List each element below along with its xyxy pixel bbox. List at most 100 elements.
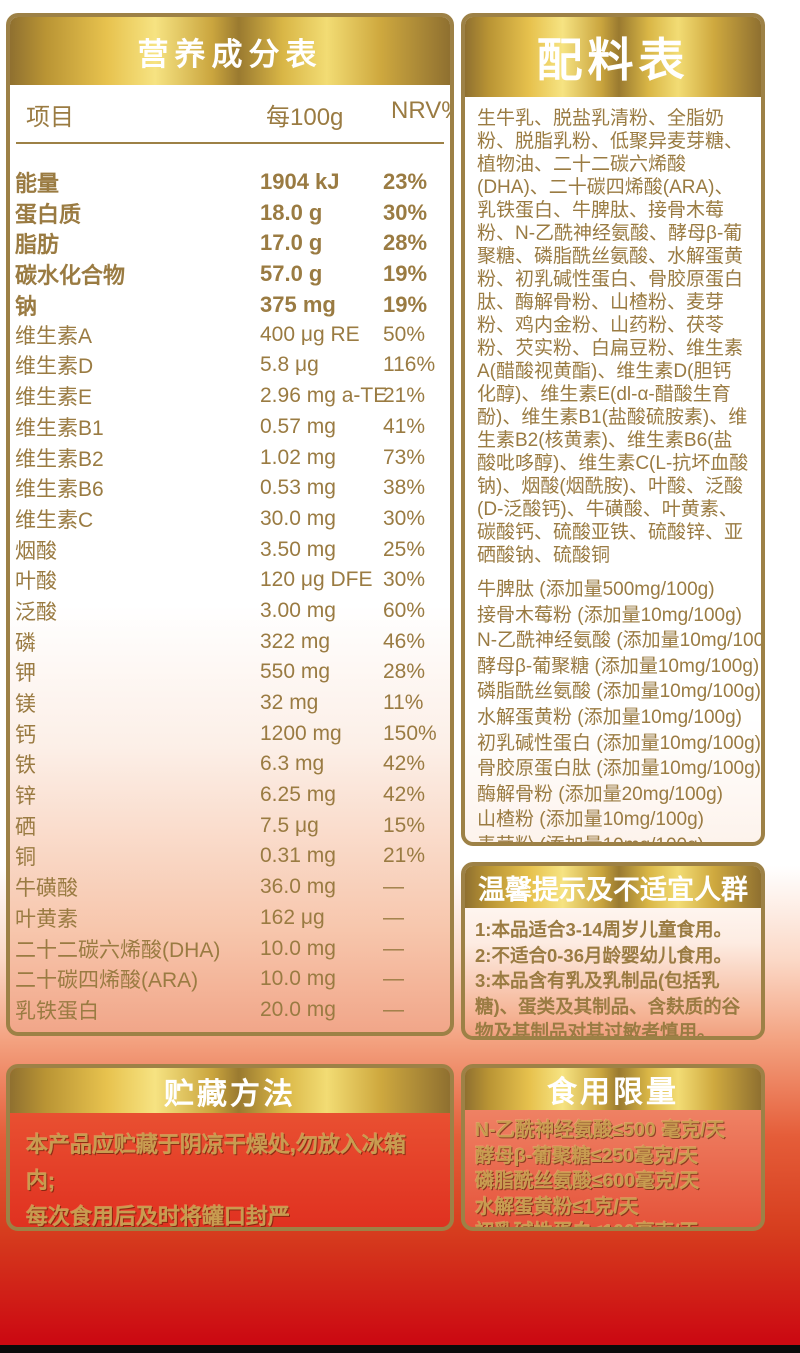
nutrient-name: 维生素B2: [15, 447, 104, 471]
nutrient-name: 叶酸: [15, 570, 57, 594]
nutrition-table-row: 钾 550 mg 28%: [15, 657, 442, 688]
nutrient-value: 17.0 g: [260, 230, 323, 256]
nutrient-value: 3.00 mg: [260, 598, 336, 622]
nutrient-value: 20.0 mg: [260, 997, 336, 1021]
nutrient-name: 维生素D: [15, 355, 94, 379]
nutrient-value: 7.5 μg: [260, 813, 319, 837]
limits-title: 食用限量: [547, 1076, 679, 1109]
nutrient-nrv: 15%: [383, 813, 426, 837]
limits-panel: 食用限量 N-乙酰神经氨酸≤500 毫克/天 酵母β-葡聚糖≤250毫克/天 磷…: [461, 1064, 765, 1231]
additive-amount-item: 水解蛋黄粉 (添加量10mg/100g): [477, 706, 743, 728]
nutrient-nrv: —: [383, 875, 404, 899]
nutrition-table-row: 镁 32 mg 11%: [15, 688, 442, 719]
nutrient-nrv: 28%: [383, 660, 426, 684]
nutrient-value: 2.96 mg a-TE: [260, 384, 388, 408]
tip-line: 3:本品含有乳及乳制品(包括乳糖)、蛋类及其制品、含麸质的谷物及其制品对其过敏者…: [475, 970, 741, 1040]
nutrition-table-header: 项目 每100g NRV%: [16, 85, 450, 144]
nutrient-name: 硒: [15, 815, 36, 839]
nutrition-table-row: 钙 1200 mg 150%: [15, 718, 442, 749]
nutrition-table-row: 二十碳四烯酸(ARA) 10.0 mg —: [15, 964, 442, 995]
additive-amount-item: 麦芽粉 (添加量10mg/100g): [477, 834, 705, 846]
nutrient-name: 锌: [15, 785, 36, 809]
nutrient-nrv: 41%: [383, 414, 426, 438]
additive-amount-item: 牛脾肽 (添加量500mg/100g): [477, 579, 715, 600]
nutrient-nrv: —: [383, 967, 404, 991]
additive-amount-item: N-乙酰神经氨酸 (添加量10mg/100g): [477, 630, 765, 652]
nutrient-value: 6.25 mg: [260, 783, 336, 807]
nutrition-table-row: 硒 7.5 μg 15%: [15, 810, 442, 841]
nutrient-name: 镁: [15, 693, 36, 717]
nutrient-nrv: 11%: [383, 691, 424, 715]
limit-line: 酵母β-葡聚糖≤250毫克/天: [475, 1144, 699, 1167]
storage-line: 每次食用后及时将罐口封严: [26, 1204, 291, 1229]
nutrient-value: 400 μg RE: [260, 322, 360, 346]
nutrition-col-item: 项目: [26, 104, 74, 131]
additive-amount-item: 接骨木莓粉 (添加量10mg/100g): [477, 604, 743, 626]
tips-title: 温馨提示及不适宜人群: [478, 874, 748, 905]
storage-title: 贮藏方法: [164, 1077, 296, 1111]
nutrient-value: 1200 mg: [260, 721, 342, 745]
nutrition-table-row: 维生素E 2.96 mg a-TE 21%: [15, 381, 442, 412]
limit-line: 水解蛋黄粉≤1克/天: [475, 1195, 639, 1218]
additive-amount-item: 骨胶原蛋白肽 (添加量10mg/100g): [477, 758, 762, 780]
nutrient-value: 162 μg: [260, 905, 325, 929]
nutrient-value: 3.50 mg: [260, 537, 336, 561]
nutrition-table-row: 泛酸 3.00 mg 60%: [15, 596, 442, 627]
nutrition-table-row: 维生素A 400 μg RE 50%: [15, 319, 442, 350]
nutrient-name: 二十碳四烯酸(ARA): [15, 969, 199, 993]
nutrient-nrv: 150%: [383, 721, 437, 745]
tip-line: 1:本品适合3-14周岁儿童食用。: [475, 919, 732, 940]
nutrient-name: 二十二碳六烯酸(DHA): [15, 938, 221, 962]
nutrient-name: 能量: [15, 171, 60, 196]
nutrient-value: 0.57 mg: [260, 414, 336, 438]
nutrient-value: 6.3 mg: [260, 752, 325, 776]
nutrition-table-row: 钠 375 mg 19%: [15, 289, 442, 320]
additive-amount-item: 山楂粉 (添加量10mg/100g): [477, 809, 705, 831]
additive-amount-item: 酶解骨粉 (添加量20mg/100g): [477, 783, 724, 805]
nutrient-name: 维生素B6: [15, 478, 104, 502]
nutrient-name: 维生素C: [15, 508, 94, 532]
nutrition-table-row: 牛磺酸 36.0 mg —: [15, 872, 442, 903]
nutrition-col-per100g: 每100g: [266, 104, 344, 131]
nutrient-nrv: 19%: [383, 261, 428, 287]
nutrition-table-row: 二十二碳六烯酸(DHA) 10.0 mg —: [15, 933, 442, 964]
ingredients-panel-header: 配料表: [465, 17, 761, 97]
nutrient-value: 375 mg: [260, 291, 336, 317]
limits-body: N-乙酰神经氨酸≤500 毫克/天 酵母β-葡聚糖≤250毫克/天 磷脂酰丝氨酸…: [465, 1110, 761, 1227]
nutrition-table-row: 维生素C 30.0 mg 30%: [15, 504, 442, 535]
nutrition-table-row: 铜 0.31 mg 21%: [15, 841, 442, 872]
tip-line: 2:不适合0-36月龄婴幼儿食用。: [475, 944, 732, 966]
nutrient-nrv: 116%: [383, 353, 436, 377]
nutrition-table-row: 能量 1904 kJ 23%: [15, 166, 442, 197]
additive-amount-item: 初乳碱性蛋白 (添加量10mg/100g): [477, 732, 762, 754]
ingredients-title: 配料表: [536, 34, 690, 86]
nutrient-name: 钙: [15, 723, 36, 747]
nutrient-value: 36.0 mg: [260, 875, 336, 899]
nutrient-name: 铁: [15, 754, 36, 778]
nutrient-name: 维生素A: [15, 324, 93, 348]
storage-line: 本产品应贮藏于阴凉干燥处,勿放入冰箱内;: [26, 1132, 407, 1193]
nutrition-table-row: 维生素B2 1.02 mg 73%: [15, 442, 442, 473]
nutrient-nrv: 73%: [383, 445, 426, 469]
nutrient-name: 叶黄素: [15, 907, 78, 931]
ingredients-text: 生牛乳、脱盐乳清粉、全脂奶粉、脱脂乳粉、低聚异麦芽糖、植物油、二十二碳六烯酸(D…: [477, 108, 749, 566]
nutrient-nrv: 25%: [383, 537, 426, 561]
nutrient-name: 碳水化合物: [15, 263, 126, 289]
nutrient-value: 10.0 mg: [260, 936, 336, 960]
limit-line: 初乳碱性蛋白≤100毫克/天: [475, 1220, 751, 1227]
nutrient-name: 钠: [15, 293, 38, 319]
nutrient-name: 牛磺酸: [15, 877, 78, 901]
nutrient-value: 30.0 mg: [260, 506, 336, 530]
nutrient-value: 322 mg: [260, 629, 331, 653]
nutrition-table-row: 维生素B1 0.57 mg 41%: [15, 412, 442, 443]
nutrient-value: 1.02 mg: [260, 445, 336, 469]
nutrition-table-row: 叶酸 120 μg DFE 30%: [15, 565, 442, 596]
nutrition-table-row: 磷 322 mg 46%: [15, 626, 442, 657]
nutrition-table-body: 能量 1904 kJ 23% 蛋白质 18.0 g 30% 脂肪 17.0 g …: [10, 144, 450, 1025]
nutrition-table-row: 碳水化合物 57.0 g 19%: [15, 258, 442, 289]
limits-panel-header: 食用限量: [465, 1068, 761, 1110]
nutrient-value: 120 μg DFE: [260, 568, 373, 592]
limit-line: 磷脂酰丝氨酸≤600毫克/天: [475, 1170, 700, 1192]
additive-amount-item: 磷脂酰丝氨酸 (添加量10mg/100g): [477, 681, 762, 703]
